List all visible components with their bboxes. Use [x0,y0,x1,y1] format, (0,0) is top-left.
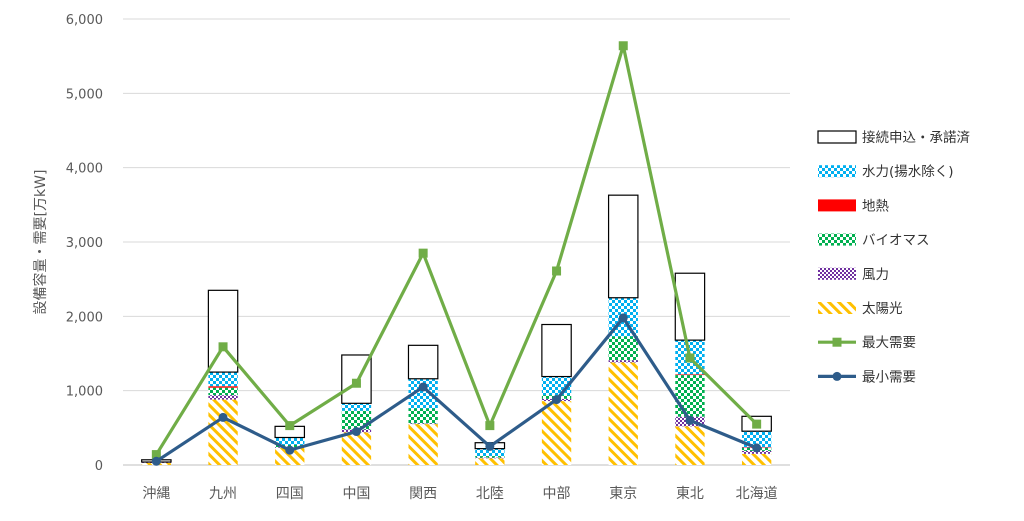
bar-segment [675,374,705,376]
legend-swatch [817,130,857,144]
line-point-circle [351,427,361,437]
x-tick-label: 四国 [276,486,304,502]
line-point-square [351,378,361,388]
line-point-circle [685,415,695,425]
y-tick-label: 4,000 [66,162,103,177]
line-point-circle [485,441,495,451]
line-point-square [218,342,228,352]
legend-swatch [818,165,856,178]
bar-segment [408,423,438,425]
line-point-square [151,450,161,460]
y-tick-label: 3,000 [66,236,103,251]
bar-segment [475,448,505,457]
x-tick-label: 北陸 [476,486,504,502]
bar-segment [608,362,638,465]
legend-label: 太陽光 [862,301,903,317]
legend-marker [832,371,842,381]
bar-segment [408,424,438,465]
bar-segment [541,401,572,465]
bar-segment [541,323,572,378]
legend-swatch [818,267,856,280]
demand-lines [151,41,762,466]
legend-label: 地熱 [862,198,890,214]
bar-segment [608,336,638,361]
line-point-square [418,248,428,258]
bar-segment [408,408,438,424]
bar-segment [208,387,238,396]
line-point-square [485,421,495,431]
line-point-square [618,41,628,51]
y-tick-label: 1,000 [66,385,103,400]
line-point-circle [752,443,762,453]
y-tick-label: 0 [95,459,103,474]
line-point-square [285,421,295,431]
bar-segment [275,437,305,445]
line-point-square [752,419,762,429]
bar-segment [675,426,705,465]
line-point-square [685,353,695,363]
legend-label: 最大需要 [862,335,916,351]
x-tick-label: 東京 [609,486,637,502]
line-point-circle [285,445,295,455]
bar-segment [741,453,772,465]
bar-segment [341,432,372,465]
legend-marker [832,337,842,347]
bar-segment [208,395,238,400]
legend-swatch [818,233,856,246]
line-point-circle [218,412,228,422]
bar-segment [475,458,505,465]
x-axis-tick-labels: 沖縄 九州 四国 中国 関西 北陸 中部 東京 東北 北海道 [142,486,777,502]
x-tick-label: 北海道 [736,486,778,502]
legend-label: 水力(揚水除く) [862,163,954,180]
legend-swatch [818,302,856,314]
x-tick-label: 中部 [543,486,571,502]
bar-segment [607,194,639,299]
y-axis-label: 設備容量・需要[万kW] [32,170,49,315]
x-tick-label: 東北 [676,486,704,502]
legend-label: 最小需要 [862,369,916,385]
legend-label: バイオマス [862,233,930,249]
bar-segment [475,457,505,459]
line-point-circle [151,456,161,466]
line-point-circle [552,395,562,405]
line-point-circle [618,313,628,323]
legend-label: 風力 [862,267,889,283]
legend-swatch [818,199,856,212]
bar-segment [475,456,505,458]
x-tick-label: 沖縄 [142,486,170,502]
bar-segment [208,386,238,388]
bar-segment [675,375,705,417]
y-tick-label: 5,000 [66,87,103,102]
line-point-circle [418,382,428,392]
bar-segment [275,447,305,465]
series-line [155,316,758,463]
series-line [154,44,758,456]
legend-label: 接続申込・承諾済 [862,129,970,146]
bar-segment [608,360,638,363]
x-tick-label: 中国 [342,486,370,502]
bar-segment [341,410,372,430]
bar-segment [407,344,439,380]
bar-segment [341,403,372,411]
bar-segment [208,399,238,465]
y-tick-label: 6,000 [66,13,103,28]
x-tick-label: 関西 [409,486,437,502]
y-tick-label: 2,000 [66,310,103,325]
stacked-bars [141,194,772,465]
line-point-square [552,266,562,276]
x-tick-label: 九州 [209,486,237,502]
bar-segment [208,372,238,387]
y-axis-tick-labels: 0 1,000 2,000 3,000 4,000 5,000 6,000 [66,13,103,474]
